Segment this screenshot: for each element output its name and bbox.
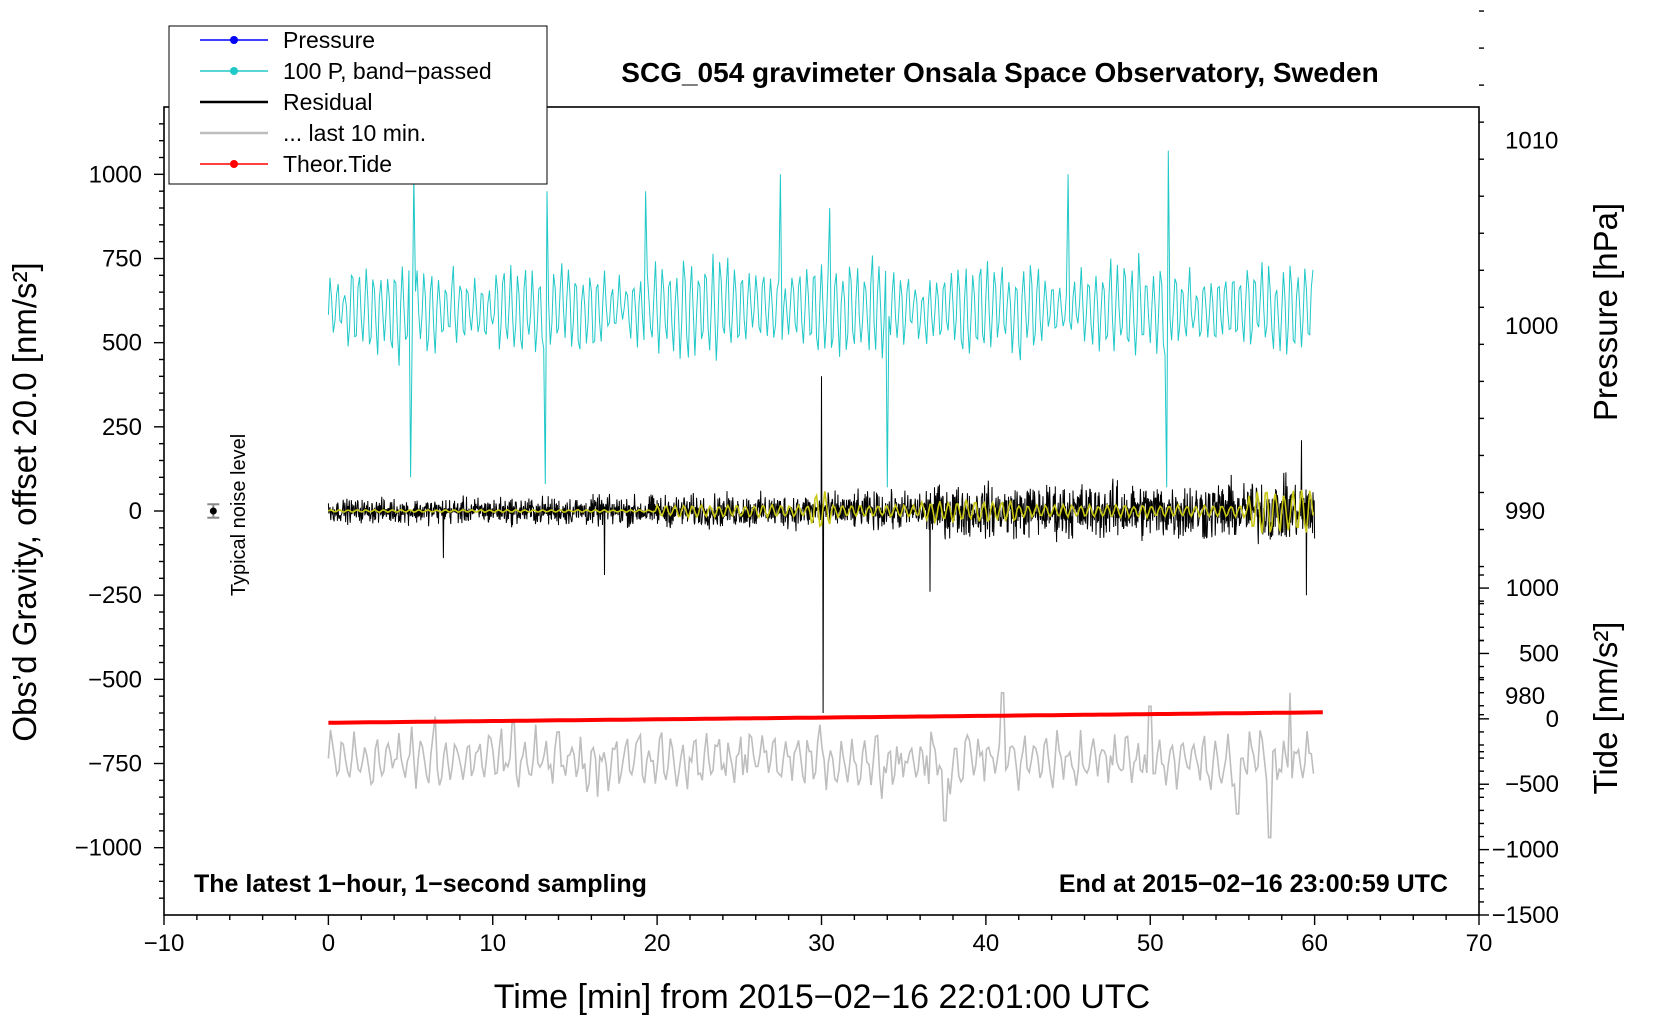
pressure-tick-label: 990 — [1505, 498, 1545, 525]
series-layer — [327, 150, 1323, 839]
y-tick-label: 0 — [129, 498, 142, 525]
y-axis-gravity: −1000 −750 −500 −250 0 250 500 750 1000 — [75, 123, 164, 899]
y-tick-label: −750 — [88, 751, 142, 778]
noise-point — [209, 507, 217, 515]
y-tick-label: 750 — [102, 246, 142, 273]
tide-tick-label: −1500 — [1492, 902, 1559, 929]
chart-title: SCG_054 gravimeter Onsala Space Observat… — [621, 57, 1378, 88]
pressure-tick-label: 980 — [1505, 683, 1545, 710]
x-tick-label: 20 — [644, 930, 671, 957]
legend-box — [168, 25, 548, 185]
series-residual-smoothed — [328, 489, 1314, 534]
series-theoretical-tide — [328, 710, 1323, 725]
series-band-passed-pressure — [327, 150, 1314, 488]
y-axis-pressure: 9809901000101010201030 — [1479, 10, 1558, 790]
pressure-tick-label: 1010 — [1505, 128, 1558, 155]
y-axis-tide: −1500 −1000 −500 0 500 1000 — [1479, 574, 1559, 929]
legend-marker — [230, 36, 238, 44]
legend-entry-label: ... last 10 min. — [283, 120, 426, 146]
y-axis-label-pressure: Pressure [hPa] — [1587, 203, 1624, 421]
x-tick-label: 70 — [1466, 930, 1493, 957]
legend-marker — [230, 67, 238, 75]
series-last-10-min — [327, 692, 1315, 839]
legend-entry-label: 100 P, band−passed — [283, 58, 492, 84]
x-axis-label: Time [min] from 2015−02−16 22:01:00 UTC — [494, 978, 1150, 1016]
y-axis-label-gravity: Obs’d Gravity, offset 20.0 [nm/s²] — [6, 262, 43, 741]
y-tick-label: 1000 — [89, 161, 142, 188]
legend: Pressure 100 P, band−passed Residual ... la… — [168, 25, 548, 185]
x-tick-label: 10 — [479, 930, 506, 957]
y-tick-label: −1000 — [75, 835, 142, 862]
tide-tick-label: −1000 — [1492, 837, 1559, 864]
annotation-end-time: End at 2015−02−16 23:00:59 UTC — [1059, 870, 1448, 898]
x-tick-label: 50 — [1137, 930, 1164, 957]
y-tick-label: 250 — [102, 414, 142, 441]
noise-level-marker — [207, 503, 220, 519]
x-tick-label: 30 — [808, 930, 835, 957]
pressure-tick-label: 1000 — [1505, 313, 1558, 340]
y-tick-label: −500 — [88, 666, 142, 693]
legend-entry-label: Theor.Tide — [283, 151, 392, 177]
tide-tick-label: 1000 — [1506, 575, 1559, 602]
tide-tick-label: −500 — [1505, 771, 1559, 798]
series-residual — [327, 376, 1316, 714]
y-axis-label-tide: Tide [nm/s²] — [1587, 622, 1624, 795]
legend-marker — [230, 160, 238, 168]
legend-entry-label: Residual — [283, 89, 373, 115]
annotation-sampling: The latest 1−hour, 1−second sampling — [194, 870, 647, 898]
legend-entry-label: Pressure — [283, 27, 375, 53]
x-tick-label: −10 — [144, 930, 185, 957]
x-tick-label: 60 — [1301, 930, 1328, 957]
tide-tick-label: 500 — [1519, 640, 1559, 667]
x-tick-label: 40 — [973, 930, 1000, 957]
y-tick-label: 500 — [102, 330, 142, 357]
tide-tick-label: 0 — [1546, 706, 1559, 733]
y-tick-label: −250 — [88, 582, 142, 609]
noise-level-label: Typical noise level — [228, 434, 250, 596]
x-tick-label: 0 — [322, 930, 335, 957]
x-axis: −10 0 10 20 30 40 50 60 70 — [144, 915, 1493, 957]
